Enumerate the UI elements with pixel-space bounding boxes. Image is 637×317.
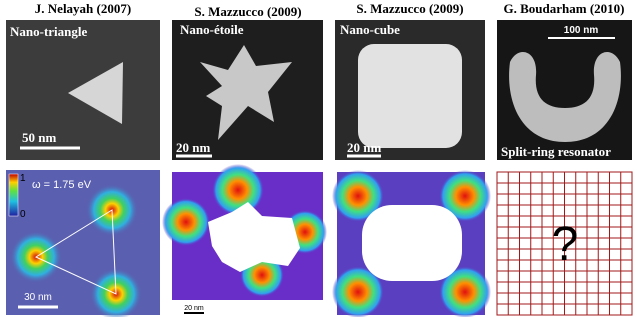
label: Split-ring resonator [501, 144, 611, 159]
hotspot [212, 164, 264, 216]
figure: J. Nelayah (2007) S. Mazzucco (2009) S. … [0, 0, 637, 317]
label: Nano-triangle [10, 24, 88, 39]
scale-label: 50 nm [22, 130, 56, 145]
author: S. Mazzucco (2009) [356, 1, 463, 16]
scale-label: 20 nm [184, 305, 204, 312]
author: S. Mazzucco (2009) [194, 4, 301, 19]
label: Nano-cube [340, 22, 400, 37]
scale-label: 30 nm [24, 292, 52, 303]
author: J. Nelayah (2007) [35, 1, 131, 16]
hotspot [162, 198, 210, 246]
nano-cube [358, 44, 462, 148]
scale-label: 20 nm [347, 140, 381, 155]
author: G. Boudarham (2010) [504, 1, 625, 16]
question-mark: ? [552, 218, 579, 271]
colorbar-label: 0 [20, 209, 26, 220]
energy: ω = 1.75 eV [32, 179, 92, 191]
scale-label: 20 nm [176, 140, 210, 155]
colorbar [9, 174, 18, 216]
colorbar-label: 1 [20, 173, 26, 184]
particle [362, 205, 462, 281]
label: Nano-étoile [180, 22, 244, 37]
scale-label: 100 nm [564, 25, 599, 36]
